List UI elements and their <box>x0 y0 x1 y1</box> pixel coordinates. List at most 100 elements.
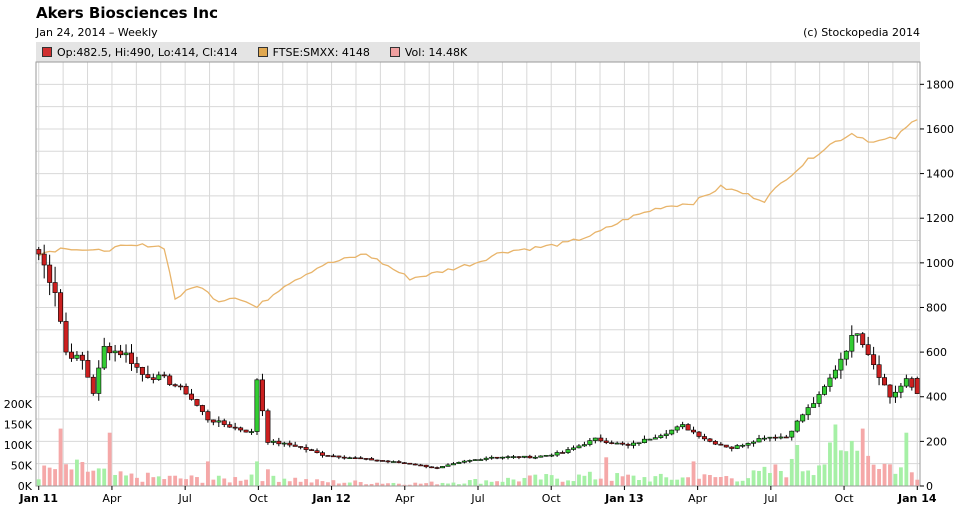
candle-body <box>41 253 47 266</box>
candle-body <box>712 441 718 445</box>
candle-body <box>527 455 533 459</box>
candle-body <box>210 419 216 423</box>
volume-bar <box>789 458 794 486</box>
candle-body <box>603 440 609 443</box>
candle-body <box>380 460 385 462</box>
volume-bar <box>484 480 489 486</box>
time-tick-label: Jan 12 <box>311 492 350 505</box>
candle-body <box>549 454 555 457</box>
volume-bar <box>113 474 118 486</box>
candle-body <box>832 369 838 379</box>
time-axis: Jan 11 Apr Jul Oct Jan 12 Apr Jul Oct Jan 13 Apr J… <box>18 486 937 505</box>
chart-credit: (c) Stockopedia 2014 <box>803 26 920 39</box>
candle-body <box>107 346 113 354</box>
volume-bar <box>407 484 412 486</box>
volume-bar <box>768 472 772 486</box>
candle-body <box>587 440 593 445</box>
candle-body <box>609 442 615 444</box>
candle-body <box>865 344 871 355</box>
candle-body <box>478 459 484 461</box>
volume-bar <box>533 474 538 486</box>
candle-body <box>876 364 882 378</box>
volume-bar <box>331 480 336 486</box>
volume-bar <box>118 471 123 486</box>
volume-bar <box>53 469 58 486</box>
volume-bar <box>435 484 439 486</box>
candle-body <box>756 438 762 443</box>
candle-body <box>385 460 391 463</box>
candle-body <box>118 350 124 356</box>
volume-bar <box>58 428 63 486</box>
candle-body <box>789 430 795 438</box>
candle-body <box>281 442 287 445</box>
volume-tick-label: 200K <box>4 398 33 411</box>
volume-bar <box>418 483 423 486</box>
volume-bar <box>42 465 47 486</box>
volume-bar <box>167 475 172 486</box>
volume-bar <box>860 428 865 486</box>
volume-bar <box>647 481 652 486</box>
volume-bar <box>626 474 630 486</box>
volume-bar <box>222 478 227 486</box>
candle-body <box>691 429 697 433</box>
candle-body <box>216 420 222 423</box>
candle-body <box>663 433 669 436</box>
candle-body <box>309 449 315 451</box>
volume-bar <box>75 459 79 486</box>
volume-bar <box>773 464 778 486</box>
volume-bar <box>233 477 238 486</box>
candle-body <box>363 458 369 460</box>
candle-body <box>303 447 309 450</box>
volume-bar <box>729 478 734 486</box>
volume-bar <box>822 464 827 486</box>
volume-bar <box>467 480 472 486</box>
candle-body <box>740 444 746 447</box>
volume-bar <box>96 468 101 486</box>
candle-body <box>652 437 658 440</box>
legend-item-volume: Vol: 14.48K <box>389 46 467 59</box>
candle-body <box>276 440 282 445</box>
candle-body <box>854 333 860 336</box>
time-tick-label: Apr <box>688 492 708 505</box>
volume-bar <box>724 476 729 486</box>
volume-bar <box>129 473 134 486</box>
candle-body <box>860 333 866 346</box>
candle-body <box>199 405 205 412</box>
candle-body <box>560 452 566 454</box>
volume-bar <box>882 463 887 486</box>
volume-bar <box>795 445 800 486</box>
price-tick-label: 1200 <box>926 212 954 225</box>
volume-bar <box>697 478 701 486</box>
volume-bar <box>391 482 396 486</box>
volume-bar <box>211 479 216 486</box>
candle-body <box>112 350 118 354</box>
candle-body <box>205 411 211 421</box>
volume-bar <box>746 478 751 486</box>
volume-bars <box>36 424 920 486</box>
candle-body <box>74 354 80 359</box>
price-axis: 0 200 400 600 800 1000 1200 1400 1600 1800 <box>920 78 954 493</box>
candle-body <box>319 452 325 456</box>
volume-bar <box>549 475 554 486</box>
volume-bar <box>593 479 598 486</box>
legend-item-ftse: FTSE:SMXX: 4148 <box>257 46 370 59</box>
volume-bar <box>527 475 532 486</box>
volume-bar <box>200 482 205 486</box>
volume-bar <box>304 479 309 486</box>
candle-body <box>494 456 500 459</box>
candle-body <box>598 437 604 442</box>
volume-bar <box>195 477 199 486</box>
candle-body <box>761 437 767 440</box>
volume-bar <box>36 479 41 486</box>
candle-body <box>472 459 478 461</box>
candle-body <box>445 464 451 467</box>
candle-body <box>849 335 855 352</box>
volume-bar <box>282 478 287 486</box>
candle-body <box>336 455 342 458</box>
volume-bar <box>582 475 587 486</box>
volume-bar <box>375 482 379 486</box>
volume-bar <box>64 464 68 486</box>
volume-bar <box>402 484 407 486</box>
time-tick-label: Oct <box>542 492 562 505</box>
volume-bar <box>642 477 647 486</box>
